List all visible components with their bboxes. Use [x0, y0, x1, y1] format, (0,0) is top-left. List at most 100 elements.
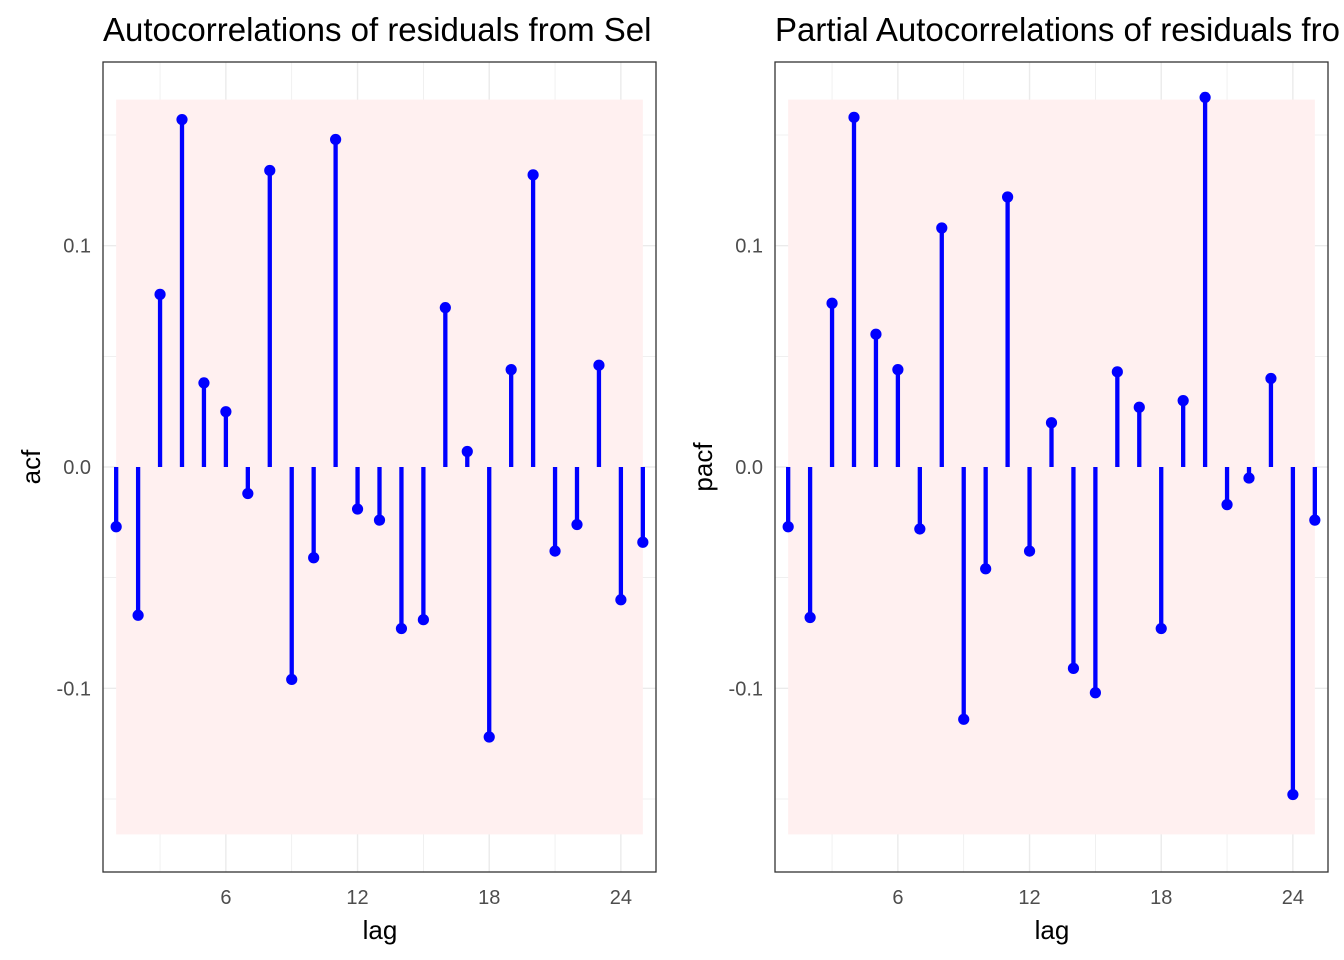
pacf-lag-23 — [1265, 372, 1277, 467]
acf-lag-14 — [395, 467, 408, 635]
acf-y-axis-title: acf — [16, 449, 46, 484]
acf-xtick-label-18: 18 — [478, 887, 500, 909]
pacf-point — [1111, 366, 1123, 378]
acf-point — [176, 113, 188, 126]
pacf-lag-12 — [1023, 467, 1036, 557]
acf-lag-7 — [242, 467, 254, 500]
pacf-lag-16 — [1111, 366, 1123, 467]
acf-point — [461, 445, 473, 458]
pacf-point — [936, 222, 948, 234]
acf-point — [198, 377, 210, 389]
acf-lag-6 — [220, 406, 232, 467]
pacf-lag-14 — [1067, 467, 1080, 674]
pacf-point — [870, 328, 882, 340]
acf-point — [549, 545, 561, 557]
pacf-point — [1002, 191, 1014, 203]
pacf-panel: Partial Autocorrelations of residuals fr… — [688, 11, 1340, 945]
acf-point — [110, 521, 122, 533]
pacf-point — [980, 563, 992, 575]
acf-lag-1 — [110, 467, 122, 533]
acf-point — [417, 614, 429, 626]
acf-lag-12 — [351, 467, 364, 515]
pacf-point — [782, 521, 794, 533]
pacf-lag-13 — [1045, 417, 1058, 467]
acf-lag-24 — [615, 467, 627, 606]
acf-lag-15 — [417, 467, 429, 626]
pacf-point — [1199, 91, 1211, 104]
acf-lag-23 — [593, 359, 605, 467]
pacf-ytick-label-zero: 0.0 — [735, 457, 763, 479]
pacf-lag-3 — [826, 297, 838, 467]
acf-lag-9 — [286, 467, 298, 686]
pacf-point — [826, 297, 838, 309]
pacf-point — [1133, 401, 1145, 413]
acf-point — [637, 536, 649, 548]
pacf-point — [1287, 788, 1299, 801]
acf-lag-20 — [527, 169, 539, 467]
pacf-point — [1177, 395, 1189, 407]
acf-stems — [110, 113, 649, 743]
acf-lag-13 — [373, 467, 386, 526]
acf-point — [571, 518, 583, 531]
pacf-lag-10 — [980, 467, 992, 575]
pacf-point — [1067, 662, 1080, 674]
pacf-point — [804, 611, 816, 624]
pacf-lag-19 — [1177, 395, 1189, 467]
pacf-lag-4 — [848, 111, 860, 467]
acf-lag-25 — [637, 467, 649, 548]
pacf-lag-20 — [1199, 91, 1211, 467]
acf-point — [132, 609, 144, 621]
pacf-point — [848, 111, 860, 123]
acf-ytick-label-pos: 0.1 — [63, 236, 91, 258]
pacf-chart-title: Partial Autocorrelations of residuals fr… — [775, 11, 1340, 48]
pacf-point — [892, 364, 904, 376]
pacf-point — [1221, 499, 1233, 511]
acf-point — [527, 169, 539, 181]
pacf-xtick-label-12: 12 — [1018, 887, 1040, 909]
acf-lag-5 — [198, 377, 210, 467]
acf-ytick-label-neg: -0.1 — [57, 678, 91, 700]
pacf-lag-21 — [1221, 467, 1233, 511]
pacf-xtick-label-24: 24 — [1282, 887, 1304, 909]
acf-xtick-label-24: 24 — [610, 887, 632, 909]
pacf-ytick-label-pos: 0.1 — [735, 236, 763, 258]
acf-x-axis: 6 12 18 24 — [220, 887, 632, 909]
acf-lag-8 — [264, 164, 276, 467]
acf-lag-2 — [132, 467, 144, 621]
acf-lag-17 — [461, 445, 473, 467]
pacf-x-axis: 6 12 18 24 — [892, 887, 1304, 909]
acf-lag-21 — [549, 467, 561, 557]
acf-lag-22 — [571, 467, 583, 531]
pacf-point — [1243, 472, 1255, 484]
pacf-stems — [782, 91, 1321, 801]
pacf-lag-15 — [1089, 467, 1101, 699]
pacf-lag-11 — [1002, 191, 1014, 467]
pacf-y-axis: -0.1 0.0 0.1 — [729, 236, 763, 701]
pacf-ytick-label-neg: -0.1 — [729, 678, 763, 700]
acf-xtick-label-6: 6 — [220, 887, 231, 909]
acf-chart-title: Autocorrelations of residuals from Sel — [103, 11, 651, 48]
acf-point — [483, 731, 495, 743]
acf-xtick-label-12: 12 — [346, 887, 368, 909]
acf-panel-border — [102, 61, 657, 873]
pacf-xtick-label-18: 18 — [1150, 887, 1172, 909]
pacf-point — [1023, 545, 1036, 557]
acf-point — [439, 302, 451, 314]
acf-point — [242, 487, 254, 500]
pacf-lag-2 — [804, 467, 816, 624]
pacf-point — [1155, 622, 1167, 635]
pacf-lag-7 — [914, 467, 926, 535]
acf-point — [373, 514, 386, 526]
pacf-x-axis-title: lag — [1035, 915, 1070, 945]
pacf-lag-6 — [892, 364, 904, 467]
acf-lag-4 — [176, 113, 188, 467]
pacf-point — [1265, 372, 1277, 385]
acf-lag-11 — [330, 133, 342, 467]
acf-lag-18 — [483, 467, 495, 743]
pacf-lag-24 — [1287, 467, 1299, 801]
pacf-point — [914, 523, 926, 535]
acf-y-axis: -0.1 0.0 0.1 — [57, 236, 91, 701]
acf-point — [351, 503, 364, 515]
pacf-lag-17 — [1133, 401, 1145, 467]
